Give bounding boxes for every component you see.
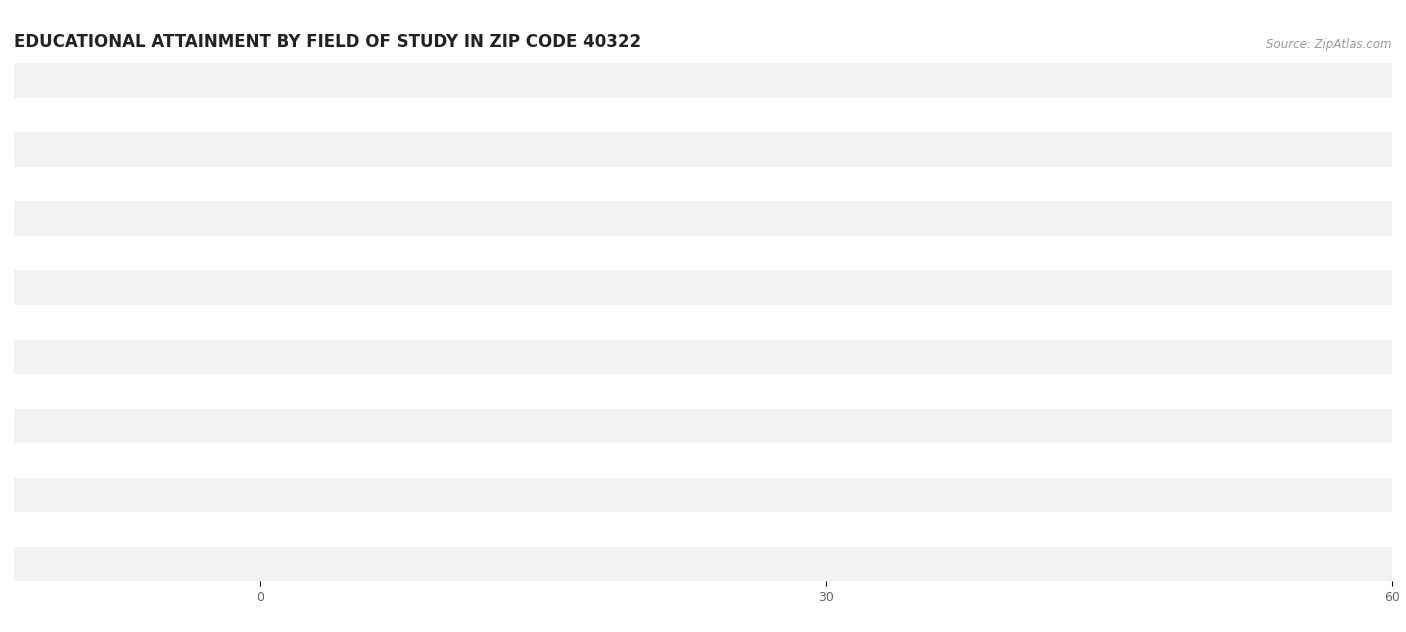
Text: Liberal Arts & History: Liberal Arts & History xyxy=(70,246,205,260)
Text: 0: 0 xyxy=(354,557,363,571)
FancyBboxPatch shape xyxy=(8,310,323,334)
Circle shape xyxy=(0,280,111,295)
FancyBboxPatch shape xyxy=(8,380,323,403)
Text: Visual & Performing Arts: Visual & Performing Arts xyxy=(70,350,224,363)
FancyBboxPatch shape xyxy=(8,414,323,438)
Text: 7: 7 xyxy=(402,316,409,329)
Bar xyxy=(260,554,344,575)
FancyBboxPatch shape xyxy=(8,483,323,507)
Circle shape xyxy=(0,246,111,261)
Text: 11: 11 xyxy=(477,281,492,295)
Bar xyxy=(260,208,939,229)
Circle shape xyxy=(0,384,111,399)
FancyBboxPatch shape xyxy=(8,103,323,127)
FancyBboxPatch shape xyxy=(8,207,323,231)
Text: 0: 0 xyxy=(354,489,363,502)
Bar xyxy=(260,243,524,264)
FancyBboxPatch shape xyxy=(8,518,323,542)
Bar xyxy=(14,63,1392,98)
Bar xyxy=(260,173,957,195)
Bar xyxy=(260,519,344,540)
Bar xyxy=(260,104,1241,126)
Text: Source: ZipAtlas.com: Source: ZipAtlas.com xyxy=(1267,37,1392,51)
Text: 52: 52 xyxy=(1211,109,1226,121)
Bar xyxy=(14,305,1392,339)
Bar xyxy=(14,547,1392,581)
Text: 0: 0 xyxy=(354,454,363,467)
Text: Bio, Nature & Agricultural: Bio, Nature & Agricultural xyxy=(70,74,232,87)
Text: Computers & Mathematics: Computers & Mathematics xyxy=(70,281,238,295)
Text: Arts & Humanities: Arts & Humanities xyxy=(70,385,184,398)
Text: Engineering: Engineering xyxy=(70,489,146,502)
Circle shape xyxy=(0,211,111,226)
Text: 4: 4 xyxy=(344,385,353,398)
Circle shape xyxy=(0,142,111,157)
FancyBboxPatch shape xyxy=(8,449,323,472)
Text: Business: Business xyxy=(70,212,127,225)
FancyBboxPatch shape xyxy=(8,552,323,576)
Bar xyxy=(14,409,1392,443)
Text: 14: 14 xyxy=(534,246,550,260)
Text: 0: 0 xyxy=(354,523,363,536)
Text: EDUCATIONAL ATTAINMENT BY FIELD OF STUDY IN ZIP CODE 40322: EDUCATIONAL ATTAINMENT BY FIELD OF STUDY… xyxy=(14,33,641,51)
Text: Social Sciences: Social Sciences xyxy=(70,109,167,121)
Circle shape xyxy=(0,418,111,434)
Bar xyxy=(14,236,1392,270)
Bar xyxy=(14,202,1392,236)
FancyBboxPatch shape xyxy=(8,241,323,265)
Text: Education: Education xyxy=(70,143,134,156)
Text: 36: 36 xyxy=(908,212,924,225)
Circle shape xyxy=(0,487,111,502)
Bar xyxy=(260,70,1354,91)
Text: Multidisciplinary Studies: Multidisciplinary Studies xyxy=(70,523,224,536)
Circle shape xyxy=(0,73,111,88)
Text: 58: 58 xyxy=(1323,74,1339,87)
Bar xyxy=(260,277,468,298)
Bar xyxy=(260,380,336,402)
Bar xyxy=(14,374,1392,409)
Bar xyxy=(14,513,1392,547)
Bar xyxy=(14,270,1392,305)
Text: 48: 48 xyxy=(1135,143,1150,156)
Circle shape xyxy=(0,315,111,330)
Text: 37: 37 xyxy=(927,178,943,191)
Bar xyxy=(260,415,298,437)
Circle shape xyxy=(0,522,111,537)
Circle shape xyxy=(0,176,111,191)
Bar xyxy=(14,167,1392,202)
FancyBboxPatch shape xyxy=(8,138,323,161)
FancyBboxPatch shape xyxy=(8,173,323,196)
Bar xyxy=(14,132,1392,167)
Text: Psychology: Psychology xyxy=(70,454,141,467)
Bar xyxy=(260,346,354,368)
Bar xyxy=(14,98,1392,132)
Text: Literature & Languages: Literature & Languages xyxy=(70,557,218,571)
Text: Science & Technology: Science & Technology xyxy=(70,178,208,191)
Bar xyxy=(260,312,392,333)
Text: 2: 2 xyxy=(308,420,315,432)
Bar xyxy=(14,339,1392,374)
Circle shape xyxy=(0,349,111,365)
Bar xyxy=(14,443,1392,478)
Text: Physical & Health Sciences: Physical & Health Sciences xyxy=(70,420,240,432)
FancyBboxPatch shape xyxy=(8,345,323,368)
Circle shape xyxy=(0,107,111,123)
Bar xyxy=(260,139,1166,161)
Bar xyxy=(260,484,344,506)
Circle shape xyxy=(0,557,111,572)
Bar xyxy=(14,478,1392,513)
FancyBboxPatch shape xyxy=(8,69,323,92)
Bar xyxy=(260,450,344,471)
FancyBboxPatch shape xyxy=(8,276,323,300)
Text: 5: 5 xyxy=(364,350,371,363)
Circle shape xyxy=(0,453,111,468)
Text: Communications: Communications xyxy=(70,316,176,329)
